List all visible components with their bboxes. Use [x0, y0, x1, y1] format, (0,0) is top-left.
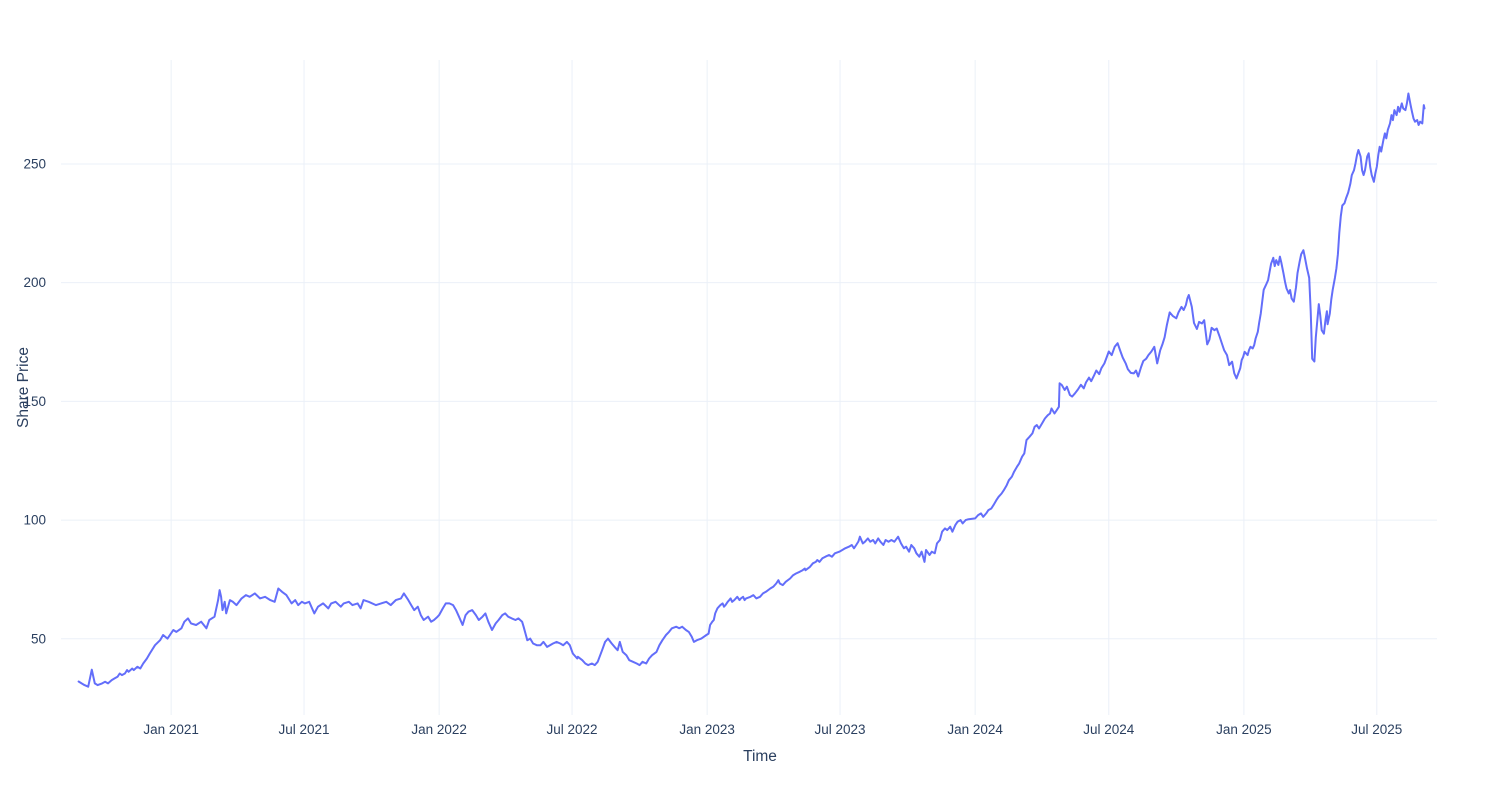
x-tick-label: Jan 2023 — [679, 722, 735, 737]
x-tick-label: Jan 2024 — [947, 722, 1003, 737]
x-tick-label: Jan 2021 — [143, 722, 199, 737]
x-tick-label: Jul 2025 — [1351, 722, 1402, 737]
x-axis-title: Time — [743, 748, 777, 765]
y-tick-label: 100 — [23, 513, 46, 528]
x-tick-label: Jul 2023 — [815, 722, 866, 737]
x-tick-label: Jan 2025 — [1216, 722, 1272, 737]
y-axis-tick-labels: 50 100 150 200 250 — [23, 156, 46, 646]
y-tick-label: 150 — [23, 394, 46, 409]
y-tick-label: 50 — [31, 631, 46, 646]
y-axis-title: Share Price — [15, 347, 32, 428]
x-axis-tick-labels: Jan 2021 Jul 2021 Jan 2022 Jul 2022 Jan 2023… — [143, 722, 1402, 737]
x-tick-label: Jan 2022 — [411, 722, 467, 737]
gridlines — [61, 60, 1437, 715]
price-line-series — [77, 92, 1426, 688]
y-tick-label: 200 — [23, 275, 46, 290]
x-tick-label: Jul 2021 — [279, 722, 330, 737]
x-tick-label: Jul 2024 — [1083, 722, 1135, 737]
y-tick-label: 250 — [23, 156, 46, 171]
x-tick-label: Jul 2022 — [547, 722, 598, 737]
share-price-line — [77, 92, 1426, 688]
